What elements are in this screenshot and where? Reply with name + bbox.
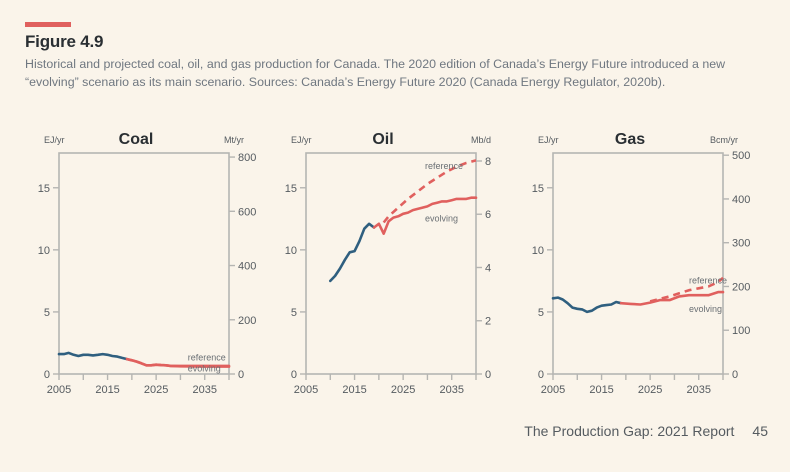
left-y-tick-label: 0 xyxy=(44,369,50,381)
annotation-evolving: evolving xyxy=(425,213,458,223)
right-y-tick-label: 0 xyxy=(732,369,738,381)
series-historical-line xyxy=(551,296,623,314)
left-y-tick-label: 0 xyxy=(291,369,297,381)
chart-title: Oil xyxy=(372,131,393,148)
plot-frame xyxy=(305,152,477,375)
right-y-tick-label: 6 xyxy=(485,209,491,221)
series-evolving-line xyxy=(372,196,478,235)
left-y-tick-label: 5 xyxy=(538,307,544,319)
x-tick-label: 2015 xyxy=(95,384,119,396)
series-evolving-line xyxy=(619,290,725,306)
right-y-tick-label: 400 xyxy=(238,261,256,273)
chart-title: Coal xyxy=(119,131,154,148)
x-tick-label: 2025 xyxy=(391,384,415,396)
series-evolving-line xyxy=(125,357,231,368)
left-y-tick-label: 15 xyxy=(532,183,544,195)
chart-oil: Oil EJ/yr Mb/d 0 5 10 15 0 2 4 6 8 2005 2015 2025 2035 r… xyxy=(285,131,491,396)
x-tick-label: 2025 xyxy=(638,384,662,396)
figure-accent-bar xyxy=(25,22,71,27)
right-y-tick-label: 8 xyxy=(485,156,491,168)
left-y-tick-label: 10 xyxy=(38,245,50,257)
annotation-reference: reference xyxy=(689,275,727,285)
annotation-evolving: evolving xyxy=(689,304,722,314)
series-reference-line xyxy=(649,276,724,303)
left-axis-unit: EJ/yr xyxy=(291,135,312,145)
chart-coal: Coal EJ/yr Mt/yr 0 5 10 15 0 200 400 600 800 2005 201… xyxy=(38,131,257,396)
page-footer: The Production Gap: 2021 Report 45 xyxy=(524,423,768,439)
left-y-tick-label: 5 xyxy=(291,307,297,319)
left-axis-unit: EJ/yr xyxy=(538,135,559,145)
x-tick-label: 2015 xyxy=(342,384,366,396)
annotation-evolving: evolving xyxy=(188,364,221,374)
series-historical-line xyxy=(328,222,376,283)
right-y-tick-label: 600 xyxy=(238,206,256,218)
left-y-tick-label: 10 xyxy=(285,245,297,257)
right-y-tick-label: 400 xyxy=(732,194,750,206)
right-axis-unit: Mb/d xyxy=(471,135,491,145)
x-tick-label: 2025 xyxy=(144,384,168,396)
x-tick-label: 2035 xyxy=(439,384,463,396)
report-title: The Production Gap: 2021 Report xyxy=(524,423,735,439)
right-y-tick-label: 2 xyxy=(485,316,491,328)
right-y-tick-label: 0 xyxy=(238,369,244,381)
right-y-tick-label: 200 xyxy=(732,281,750,293)
x-tick-label: 2005 xyxy=(541,384,565,396)
plot-frame xyxy=(552,152,724,375)
left-y-tick-label: 15 xyxy=(285,183,297,195)
x-tick-label: 2015 xyxy=(589,384,613,396)
x-tick-label: 2035 xyxy=(192,384,216,396)
x-tick-label: 2005 xyxy=(294,384,318,396)
right-y-tick-label: 200 xyxy=(238,315,256,327)
left-y-tick-label: 5 xyxy=(44,307,50,319)
right-y-tick-label: 4 xyxy=(485,262,491,274)
left-y-tick-label: 10 xyxy=(532,245,544,257)
figure-caption: Historical and projected coal, oil, and … xyxy=(25,57,726,89)
right-axis-unit: Bcm/yr xyxy=(710,135,738,145)
left-y-tick-label: 0 xyxy=(538,369,544,381)
right-y-tick-label: 300 xyxy=(732,238,750,250)
plot-frame xyxy=(58,152,230,375)
series-historical-line xyxy=(57,351,129,361)
left-axis-unit: EJ/yr xyxy=(44,135,65,145)
annotation-reference: reference xyxy=(425,161,463,171)
right-y-tick-label: 800 xyxy=(238,152,256,164)
page-number: 45 xyxy=(752,423,768,439)
right-y-tick-label: 100 xyxy=(732,325,750,337)
chart-title: Gas xyxy=(615,131,645,148)
right-y-tick-label: 500 xyxy=(732,150,750,162)
x-tick-label: 2035 xyxy=(686,384,710,396)
right-y-tick-label: 0 xyxy=(485,369,491,381)
chart-gas: Gas EJ/yr Bcm/yr 0 5 10 15 0 100 200 300 400 500 2005… xyxy=(532,131,751,396)
annotation-reference: reference xyxy=(188,352,226,362)
right-axis-unit: Mt/yr xyxy=(224,135,244,145)
series-reference-line xyxy=(382,159,477,224)
x-tick-label: 2005 xyxy=(47,384,71,396)
figure-title: Figure 4.9 xyxy=(25,32,104,51)
left-y-tick-label: 15 xyxy=(38,183,50,195)
